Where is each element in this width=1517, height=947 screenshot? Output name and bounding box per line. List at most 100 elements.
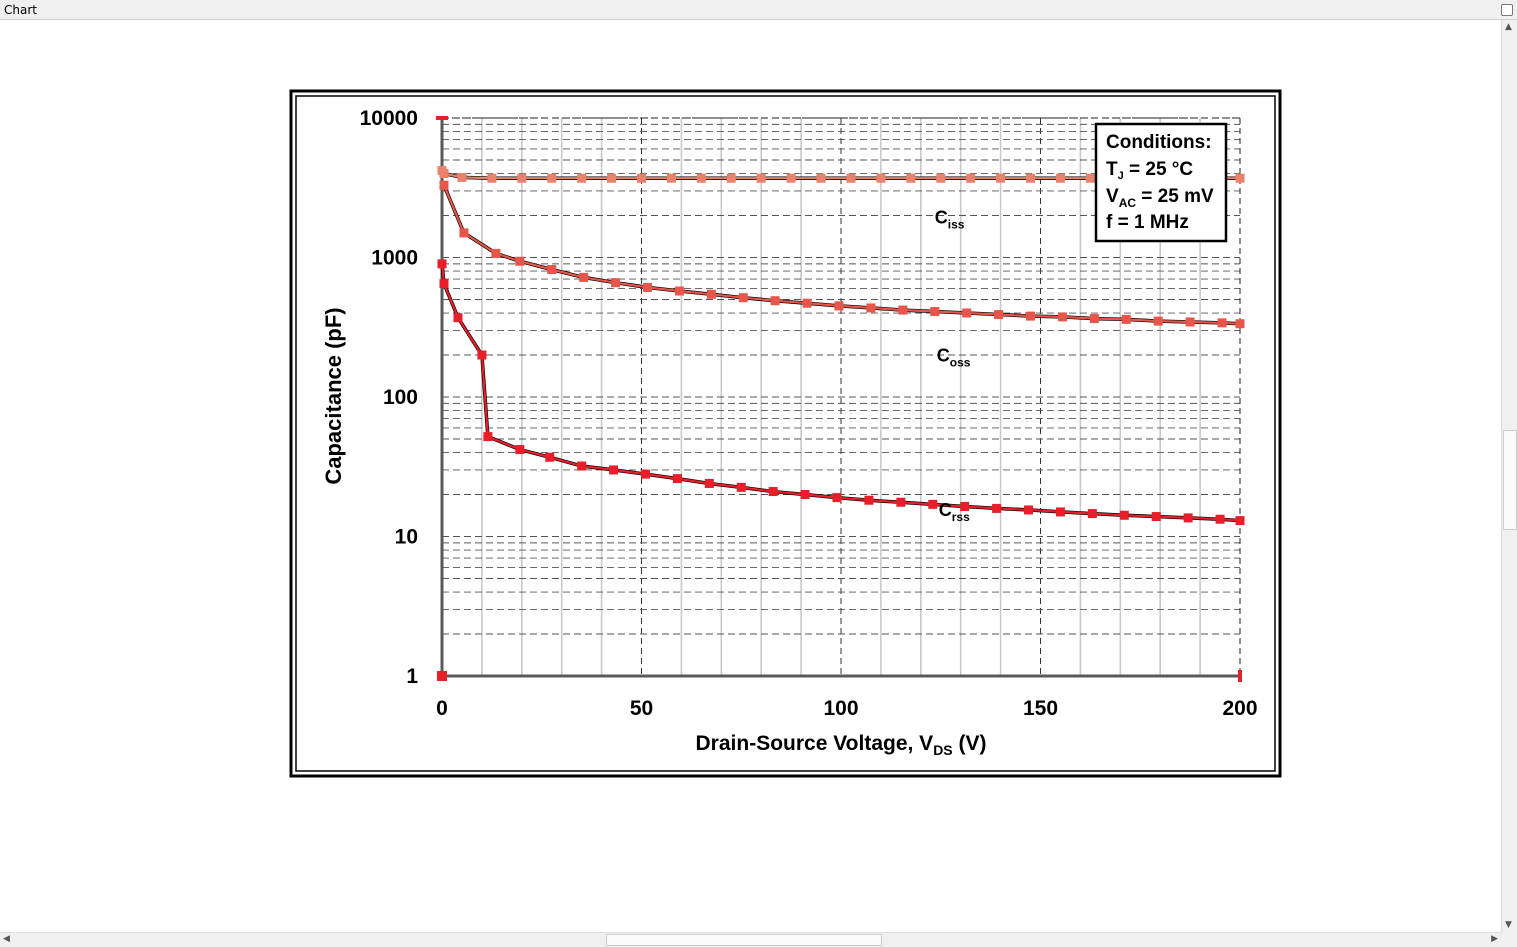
series-oss-marker [491,248,501,258]
series-rss-marker [672,474,682,484]
series-rss-marker [1055,507,1065,517]
series-rss-marker [832,493,842,503]
x-axis-label-main: Drain-Source Voltage, V [696,732,934,755]
conditions-tj-sub: J [1118,170,1124,182]
series-oss-marker [674,286,684,296]
chart-figure: 0 50 100 150 200 1 10 100 1000 10000 Capacitance … [289,89,1282,778]
series-label-rss: Crss [939,500,970,524]
series-oss-marker [1153,316,1163,326]
window-titlebar: Chart [0,0,1517,20]
series-iss-marker [1055,173,1065,183]
series-rss-marker [477,350,487,360]
series-rss-marker [483,432,493,442]
series-rss-marker [439,279,449,289]
conditions-vac-sub: AC [1119,196,1137,210]
series-iss-marker [517,173,527,183]
y-tick-label: 100 [383,386,418,409]
series-rss-marker [640,469,650,479]
scroll-down-icon[interactable]: ▼ [1505,920,1512,930]
series-iss-marker [487,173,497,183]
vertical-scroll-thumb[interactable] [1503,430,1517,530]
series-iss-marker [996,173,1006,183]
series-iss-marker [439,169,449,179]
series-oss-marker [642,282,652,292]
series-oss-marker [1089,314,1099,324]
series-iss-marker [1235,173,1245,183]
series-rss-marker [1119,510,1129,520]
x-tick-label: 150 [1023,697,1058,720]
series-rss-marker [704,478,714,488]
series-oss-marker [611,278,621,288]
series-oss-marker [802,298,812,308]
series-oss-marker [866,303,876,313]
x-axis-label-unit: (V) [953,732,987,755]
axes [436,116,1242,682]
series-iss-marker [966,173,976,183]
series-iss-marker [846,173,856,183]
series-rss-marker [1024,505,1034,515]
series-iss-marker [607,173,617,183]
y-tick-label: 1 [406,665,418,688]
series-oss-marker [1185,317,1195,327]
x-tick-label: 50 [630,697,653,720]
series-oss-marker [962,308,972,318]
series-rss-marker [453,313,463,323]
series-rss-marker [515,445,525,455]
series-rss-marker [992,503,1002,513]
series-oss-marker [1026,311,1036,321]
series-oss-marker [1217,318,1227,328]
scroll-right-icon[interactable]: ▶ [1491,934,1498,944]
series-oss-marker [1057,312,1067,322]
series-oss-marker [547,265,557,275]
conditions-tj-value: = 25 °C [1124,159,1194,180]
scroll-left-icon[interactable]: ◀ [3,934,10,944]
series-rss-marker [1215,514,1225,524]
series-oss-marker [770,296,780,306]
y-tick-label: 1000 [371,247,418,270]
series-iss-marker [547,173,557,183]
tick-labels: 0 50 100 150 200 1 10 100 1000 10000 [360,107,1258,720]
horizontal-scrollbar[interactable]: ◀ ▶ [0,932,1501,947]
horizontal-scroll-thumb[interactable] [606,934,882,946]
conditions-tj-main: T [1106,159,1118,180]
series-label-oss-main: C [937,346,950,366]
series-iss-marker [786,173,796,183]
origin-marker [437,671,447,681]
series-rss-marker [800,490,810,500]
series-iss-marker [906,173,916,183]
series-iss-marker [457,172,467,182]
conditions-tj: TJ = 25 °C [1106,159,1193,182]
conditions-vac-value: = 25 mV [1136,186,1214,207]
window-title: Chart [4,3,37,17]
series-rss-marker [736,482,746,492]
series-label-oss: Coss [937,346,971,370]
series-oss-marker [738,293,748,303]
y-tick-label: 10 [395,526,418,549]
conditions-title: Conditions: [1106,132,1212,153]
series-iss-marker [696,173,706,183]
vertical-scrollbar[interactable]: ▲ ▼ [1501,20,1517,932]
x-axis-label-sub: DS [933,742,952,758]
series-oss-marker [515,256,525,266]
series-label-rss-main: C [939,500,952,520]
series-iss-marker [816,173,826,183]
series-iss-marker [666,173,676,183]
conditions-vac-main: V [1106,186,1119,207]
series-oss [439,180,1245,329]
chart-inner-frame [295,95,1276,772]
restore-icon[interactable] [1501,4,1513,16]
series-rss-marker [896,497,906,507]
scrollbar-corner [1501,932,1517,947]
series-label-iss-main: C [935,208,948,228]
series-rss-marker [1183,513,1193,523]
series-oss-marker [706,289,716,299]
series-iss-marker [1085,173,1095,183]
series-rss-marker [609,465,619,475]
series-label-oss-sub: oss [950,356,971,370]
series-rss-marker [1235,516,1245,526]
series-iss-marker [1026,173,1036,183]
series-label-rss-sub: rss [952,510,970,524]
series-rss [437,259,1245,526]
x-tick-label: 100 [823,697,858,720]
scroll-up-icon[interactable]: ▲ [1505,22,1512,32]
